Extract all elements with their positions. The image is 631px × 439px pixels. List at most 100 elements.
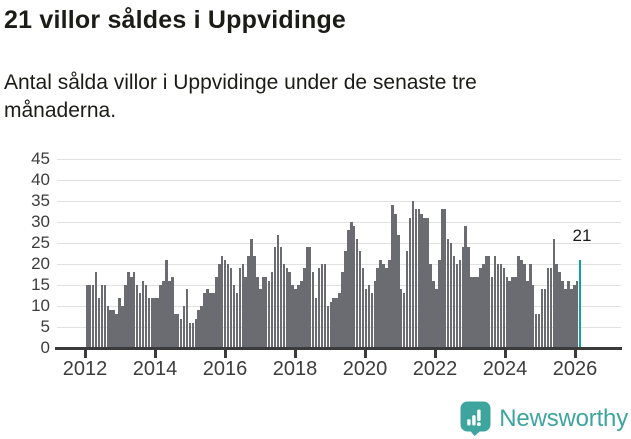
bar — [426, 217, 429, 348]
bar — [311, 272, 315, 348]
bar — [423, 217, 426, 348]
bar — [399, 289, 403, 348]
bar — [256, 276, 259, 348]
bar — [397, 234, 400, 348]
bar — [127, 272, 130, 348]
x-axis-line — [55, 347, 622, 350]
bar — [338, 293, 341, 348]
y-tick-label: 15 — [31, 275, 50, 294]
x-tick-label: 2020 — [342, 358, 388, 380]
bar — [476, 276, 479, 348]
bar — [94, 272, 98, 348]
bar — [382, 264, 385, 348]
bar — [352, 226, 356, 348]
bar — [147, 297, 151, 348]
y-tick-label: 5 — [40, 317, 50, 336]
bar — [391, 205, 394, 348]
bar — [473, 276, 476, 348]
x-axis-tick — [154, 350, 157, 358]
bar — [435, 289, 438, 348]
bar — [485, 255, 488, 348]
bar — [502, 268, 506, 348]
bar — [109, 310, 112, 348]
bar — [235, 293, 239, 348]
bar — [540, 289, 544, 348]
bar — [329, 301, 333, 348]
bar — [97, 297, 101, 348]
bar — [132, 272, 136, 348]
bar — [344, 251, 347, 348]
x-axis-tick — [294, 350, 297, 358]
bar — [567, 280, 570, 348]
bar — [543, 289, 547, 348]
bar — [317, 268, 321, 348]
x-axis-tick — [224, 350, 227, 358]
bar — [191, 322, 195, 348]
bar — [308, 247, 312, 348]
bar — [531, 285, 535, 348]
bar — [270, 272, 274, 348]
bar — [223, 259, 227, 348]
bar — [264, 276, 268, 348]
gridline — [57, 159, 621, 160]
bar — [546, 268, 550, 348]
bar — [511, 276, 514, 348]
bar — [115, 314, 118, 348]
bar — [273, 247, 277, 348]
bar — [276, 234, 280, 348]
bar — [165, 259, 168, 348]
bar — [499, 264, 503, 348]
bar — [197, 310, 200, 348]
bar — [358, 251, 362, 348]
bar — [100, 285, 104, 348]
bar — [508, 280, 511, 348]
bar — [573, 285, 576, 348]
bar — [373, 280, 377, 348]
bar — [86, 285, 89, 348]
bar — [194, 318, 198, 348]
bar — [420, 213, 423, 348]
x-tick-label: 2012 — [62, 358, 108, 380]
bar — [364, 289, 368, 348]
bar-chart-speech-bubble-icon — [460, 401, 491, 436]
bar — [141, 280, 145, 348]
bar — [429, 264, 432, 348]
bar — [464, 226, 467, 348]
bar — [449, 243, 453, 348]
bar — [238, 268, 242, 348]
bar — [446, 238, 450, 348]
bar — [182, 306, 186, 348]
bar — [505, 276, 509, 348]
bar — [118, 297, 121, 348]
bar — [206, 289, 209, 348]
bar — [209, 293, 212, 348]
bar — [458, 259, 462, 348]
bar — [537, 314, 541, 348]
bar — [203, 293, 206, 348]
bar — [443, 209, 447, 348]
bar — [517, 255, 520, 348]
bar — [482, 264, 485, 348]
y-tick-label: 25 — [31, 233, 50, 252]
bar — [215, 276, 218, 348]
bar — [487, 255, 491, 348]
gridline — [57, 264, 621, 265]
gridline — [57, 180, 621, 181]
bar — [376, 268, 379, 348]
gridline — [57, 222, 621, 223]
bar — [411, 201, 415, 348]
bar — [174, 314, 177, 348]
bar — [297, 285, 300, 348]
newsworthy-logo: Newsworthy — [460, 401, 628, 436]
bar — [241, 264, 244, 348]
bar — [121, 306, 124, 348]
bar — [555, 264, 558, 348]
bar — [355, 238, 359, 348]
page-title: 21 villor såldes i Uppvidinge — [4, 6, 347, 34]
bar — [291, 285, 294, 348]
bar — [259, 289, 262, 348]
bar — [523, 264, 526, 348]
bar — [341, 272, 344, 348]
bar — [176, 314, 180, 348]
